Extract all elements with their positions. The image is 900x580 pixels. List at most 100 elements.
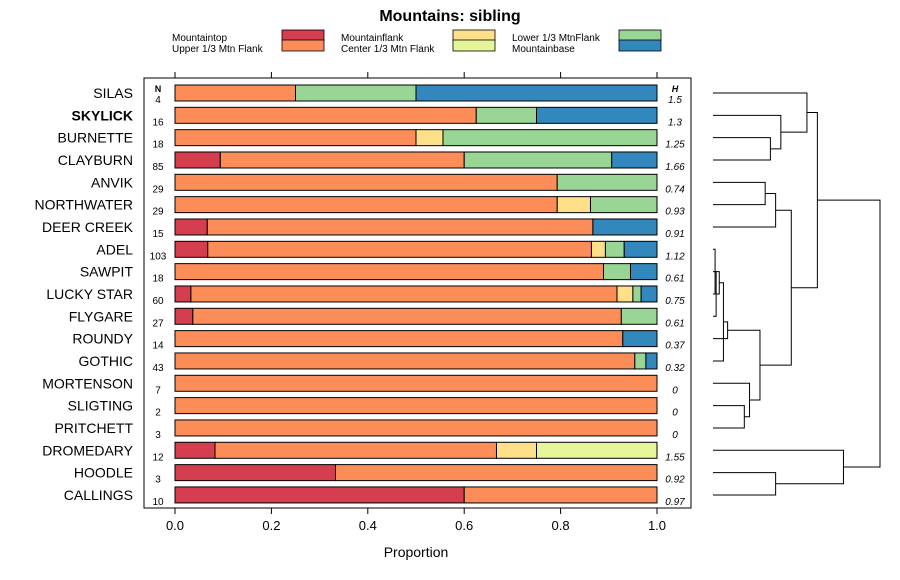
bar-segment-upper-1-3-mtn-flank	[174, 263, 604, 281]
bar-segment-mountainbase	[415, 84, 658, 102]
category-label: NORTHWATER	[34, 197, 133, 213]
h-value: 0.74	[665, 184, 685, 195]
h-value: 1.25	[665, 140, 685, 151]
n-value: 4	[155, 95, 161, 106]
category-label: CALLINGS	[64, 487, 133, 503]
h-value: 1.55	[665, 452, 685, 463]
bar-segment-mountainflank	[415, 129, 444, 147]
n-value: 103	[150, 251, 167, 262]
dendrogram-link	[759, 209, 792, 366]
category-label: ANVIK	[91, 174, 134, 190]
bar-segment-mountaintop	[174, 441, 216, 459]
bar-segment-upper-1-3-mtn-flank	[190, 285, 618, 303]
bar-segment-mountainflank	[590, 240, 606, 258]
bar-segment-upper-1-3-mtn-flank	[174, 129, 417, 147]
dendrogram-link	[713, 321, 729, 340]
legend-label-mountaintop: Mountaintop	[172, 33, 227, 44]
legend-label-mountainflank: Mountainflank	[341, 33, 404, 44]
legend-swatch-upper-1-3-mtn-flank	[281, 39, 325, 52]
x-axis: 0.0 0.2 0.4 0.6 0.8 1.0	[166, 72, 666, 533]
dendrogram-link	[713, 92, 808, 133]
bar-segment-mountainflank	[616, 285, 634, 303]
category-label: ADEL	[96, 241, 133, 257]
h-value: 0.32	[665, 363, 685, 374]
bar-segment-mountainbase	[623, 240, 658, 258]
x-tick-label: 0.4	[359, 518, 377, 533]
n-column-header: N	[155, 84, 162, 94]
category-label: DROMEDARY	[42, 442, 133, 458]
dendrogram-link	[713, 282, 724, 362]
legend-swatch-mountainbase	[618, 39, 662, 52]
x-axis-label: Proportion	[384, 544, 449, 560]
category-label: HOODLE	[74, 465, 133, 481]
category-label: FLYGARE	[69, 308, 133, 324]
bar-segment-mountainbase	[592, 218, 658, 236]
bar-segment-mountaintop	[174, 307, 194, 325]
h-value: 0.97	[665, 497, 685, 508]
dendrogram-link	[817, 199, 881, 468]
n-value: 3	[155, 430, 161, 441]
h-value: 0.75	[665, 296, 685, 307]
bar-segment-mountainflank	[495, 441, 537, 459]
category-label: SKYLICK	[72, 107, 133, 123]
h-value: 1.66	[665, 162, 685, 173]
n-value: 18	[152, 274, 164, 285]
n-value: 18	[152, 140, 164, 151]
n-value: 29	[152, 207, 164, 218]
category-label: BURNETTE	[58, 130, 133, 146]
bar-segment-upper-1-3-mtn-flank	[207, 240, 592, 258]
n-value: 14	[152, 341, 164, 352]
n-value: 10	[152, 497, 164, 508]
bar-segment-upper-1-3-mtn-flank	[192, 307, 622, 325]
bar-segment-lower-1-3-mtnflank	[632, 285, 642, 303]
dendrogram-link	[713, 137, 771, 161]
n-value: 60	[152, 296, 164, 307]
bar-segment-lower-1-3-mtnflank	[556, 173, 658, 191]
bar-segment-mountainbase	[611, 151, 658, 169]
dendrogram-link	[713, 192, 777, 228]
bar-segment-mountainbase	[640, 285, 658, 303]
n-value: 27	[152, 318, 164, 329]
legend-swatch-mountaintop	[281, 29, 325, 42]
bar-segment-upper-1-3-mtn-flank	[219, 151, 465, 169]
category-label: SILAS	[93, 85, 133, 101]
n-value: 3	[155, 475, 161, 486]
legend-label-lower-1-3-mtnflank: Lower 1/3 MtnFlank	[512, 33, 601, 44]
n-value: 2	[155, 408, 161, 419]
category-label: SLIGTING	[68, 398, 133, 414]
h-value: 0.61	[665, 274, 684, 285]
legend-label-upper-1-3-mtn-flank: Upper 1/3 Mtn Flank	[172, 44, 264, 55]
bar-segment-upper-1-3-mtn-flank	[174, 397, 658, 415]
bar-segment-mountaintop	[174, 285, 192, 303]
bar-segment-mountaintop	[174, 464, 337, 482]
bar-segment-lower-1-3-mtnflank	[634, 352, 647, 370]
category-label: PRITCHETT	[54, 420, 133, 436]
bar-segment-lower-1-3-mtnflank	[295, 84, 417, 102]
category-label: CLAYBURN	[58, 152, 133, 168]
n-value: 43	[152, 363, 164, 374]
h-value: 1.12	[665, 251, 685, 262]
dendrogram-link	[791, 112, 818, 289]
category-label: LUCKY STAR	[46, 286, 133, 302]
bar-segment-upper-1-3-mtn-flank	[174, 352, 636, 370]
legend-swatch-lower-1-3-mtnflank	[618, 29, 662, 42]
bar-segment-upper-1-3-mtn-flank	[335, 464, 658, 482]
bar-segment-mountainbase	[629, 263, 658, 281]
x-tick-label: 1.0	[648, 518, 666, 533]
category-label: DEER CREEK	[42, 219, 134, 235]
legend-label-center-1-3-mtn-flank: Center 1/3 Mtn Flank	[341, 44, 435, 55]
x-tick-label: 0.0	[166, 518, 184, 533]
bar-segment-upper-1-3-mtn-flank	[206, 218, 594, 236]
bar-segment-lower-1-3-mtnflank	[602, 263, 631, 281]
bar-segment-upper-1-3-mtn-flank	[174, 419, 658, 437]
bar-segment-lower-1-3-mtnflank	[589, 196, 658, 214]
h-value: 0.37	[665, 341, 685, 352]
n-value: 29	[152, 184, 164, 195]
h-value: 0.93	[665, 207, 685, 218]
category-label: GOTHIC	[79, 353, 133, 369]
bar-segment-center-1-3-mtn-flank	[536, 441, 658, 459]
bar-segment-upper-1-3-mtn-flank	[174, 173, 558, 191]
h-value: 0.61	[665, 318, 684, 329]
h-value: 0	[672, 408, 678, 419]
